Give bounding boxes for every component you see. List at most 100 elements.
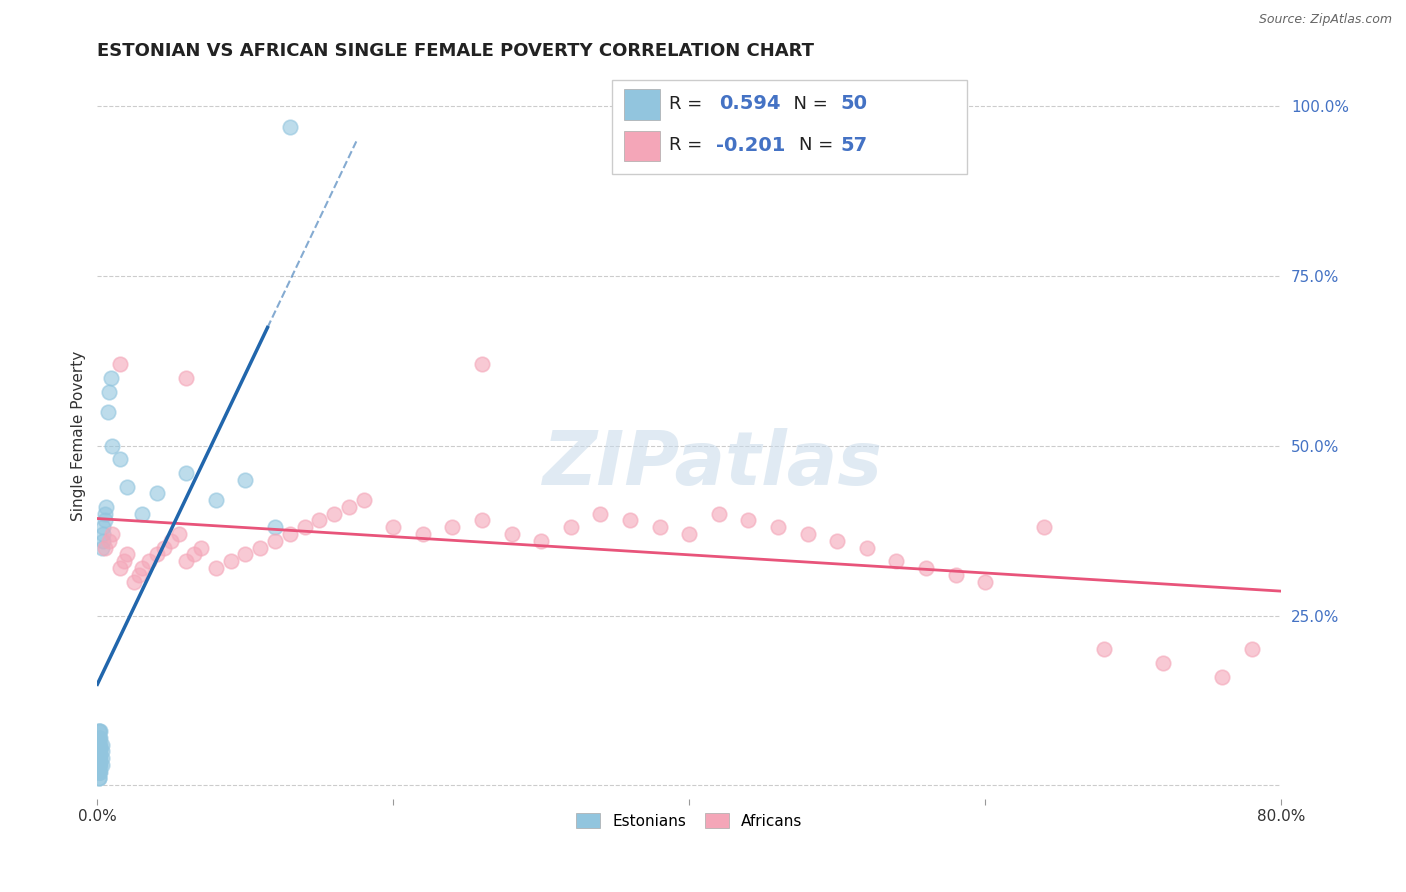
- Text: R =: R =: [669, 95, 714, 112]
- Point: [766, 520, 789, 534]
- Point: [89, 744, 111, 758]
- Point: [219, 554, 242, 568]
- Point: [87, 723, 110, 738]
- Point: [108, 561, 131, 575]
- Text: Source: ZipAtlas.com: Source: ZipAtlas.com: [1258, 13, 1392, 27]
- Point: [382, 520, 405, 534]
- Point: [96, 500, 118, 514]
- Point: [87, 744, 110, 758]
- Point: [90, 541, 112, 555]
- Point: [174, 371, 197, 385]
- Point: [89, 738, 111, 752]
- Point: [101, 527, 124, 541]
- Point: [855, 541, 877, 555]
- Point: [190, 541, 212, 555]
- Point: [115, 548, 138, 562]
- Point: [87, 751, 110, 765]
- Point: [87, 738, 110, 752]
- Point: [707, 507, 730, 521]
- Point: [264, 520, 287, 534]
- Point: [233, 548, 256, 562]
- Point: [412, 527, 434, 541]
- Point: [87, 764, 110, 779]
- Point: [98, 533, 121, 548]
- FancyBboxPatch shape: [612, 79, 967, 174]
- Point: [87, 731, 110, 745]
- Point: [90, 744, 112, 758]
- Text: R =: R =: [669, 136, 709, 154]
- Point: [145, 486, 167, 500]
- Point: [167, 527, 190, 541]
- Point: [737, 514, 759, 528]
- Legend: Estonians, Africans: Estonians, Africans: [569, 806, 808, 835]
- Point: [87, 764, 110, 779]
- Point: [264, 533, 287, 548]
- Point: [89, 731, 111, 745]
- Point: [323, 507, 346, 521]
- Point: [1211, 670, 1233, 684]
- Point: [530, 533, 553, 548]
- Point: [915, 561, 938, 575]
- Point: [91, 533, 114, 548]
- Point: [945, 567, 967, 582]
- Point: [160, 533, 183, 548]
- Text: 57: 57: [841, 136, 868, 154]
- Point: [589, 507, 612, 521]
- Point: [89, 751, 111, 765]
- Point: [89, 764, 111, 779]
- Point: [471, 357, 494, 371]
- Text: ESTONIAN VS AFRICAN SINGLE FEMALE POVERTY CORRELATION CHART: ESTONIAN VS AFRICAN SINGLE FEMALE POVERT…: [97, 42, 814, 60]
- Point: [87, 757, 110, 772]
- Point: [89, 757, 111, 772]
- Point: [91, 527, 114, 541]
- Point: [796, 527, 818, 541]
- Point: [825, 533, 848, 548]
- Point: [294, 520, 316, 534]
- Point: [87, 764, 110, 779]
- Point: [108, 357, 131, 371]
- Point: [233, 473, 256, 487]
- Point: [974, 574, 997, 589]
- Point: [98, 384, 121, 399]
- FancyBboxPatch shape: [624, 89, 659, 120]
- Point: [886, 554, 908, 568]
- Point: [108, 452, 131, 467]
- Point: [1092, 642, 1115, 657]
- Point: [183, 548, 205, 562]
- Point: [278, 120, 301, 134]
- Point: [87, 772, 110, 786]
- Point: [87, 772, 110, 786]
- Point: [94, 541, 117, 555]
- Point: [131, 507, 153, 521]
- Point: [501, 527, 523, 541]
- Point: [353, 493, 375, 508]
- Point: [308, 514, 330, 528]
- Point: [87, 751, 110, 765]
- Point: [115, 479, 138, 493]
- Text: N =: N =: [782, 95, 834, 112]
- Y-axis label: Single Female Poverty: Single Female Poverty: [72, 351, 86, 521]
- Point: [1152, 656, 1174, 670]
- Point: [87, 757, 110, 772]
- Point: [153, 541, 176, 555]
- Text: -0.201: -0.201: [717, 136, 786, 154]
- Text: 0.594: 0.594: [718, 95, 780, 113]
- Point: [90, 757, 112, 772]
- Point: [648, 520, 671, 534]
- Point: [87, 744, 110, 758]
- Text: 50: 50: [841, 95, 868, 113]
- Point: [145, 548, 167, 562]
- Point: [90, 751, 112, 765]
- Point: [131, 561, 153, 575]
- Point: [97, 405, 120, 419]
- Point: [471, 514, 494, 528]
- Point: [89, 723, 111, 738]
- Point: [94, 507, 117, 521]
- Text: ZIPatlas: ZIPatlas: [543, 428, 883, 501]
- Point: [1033, 520, 1056, 534]
- Point: [174, 466, 197, 480]
- Point: [101, 439, 124, 453]
- Text: N =: N =: [800, 136, 839, 154]
- Point: [87, 723, 110, 738]
- Point: [124, 574, 146, 589]
